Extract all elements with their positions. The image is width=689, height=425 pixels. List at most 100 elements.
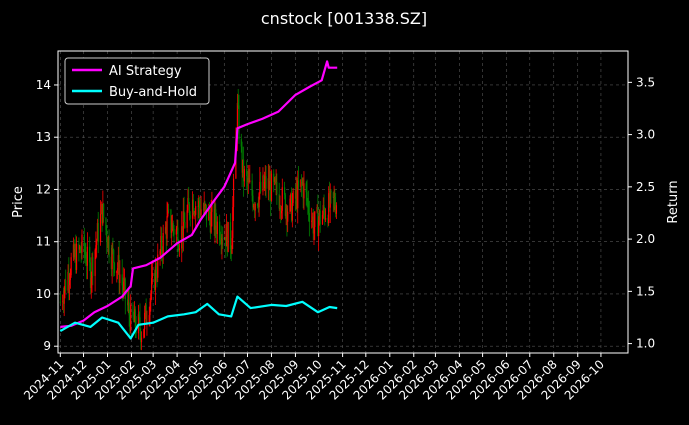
candle-body xyxy=(302,182,304,199)
candle-body xyxy=(188,203,191,216)
candle-body xyxy=(269,181,271,191)
candle-body xyxy=(78,243,80,250)
candle-body xyxy=(145,304,147,323)
candle-body xyxy=(171,223,174,231)
candle-body xyxy=(243,159,245,182)
candle-body xyxy=(178,249,180,251)
candle-body xyxy=(70,257,72,276)
candle-body xyxy=(203,202,205,211)
candle-body xyxy=(62,301,64,303)
candle-body xyxy=(111,247,113,270)
candle-body xyxy=(291,202,293,221)
candle-body xyxy=(64,280,66,291)
y-tick-label-left: 13 xyxy=(36,130,51,144)
candle-body xyxy=(296,189,298,209)
candle-body xyxy=(222,237,224,240)
candle-body xyxy=(164,227,167,233)
candle-body xyxy=(186,210,188,228)
candle-body xyxy=(215,225,218,235)
candle-body xyxy=(280,210,283,214)
candle-body xyxy=(195,206,197,215)
candle-body xyxy=(146,322,148,323)
candle-body xyxy=(112,247,114,251)
candle-body xyxy=(156,277,158,279)
candle-body xyxy=(322,205,324,215)
candle-body xyxy=(191,199,194,219)
candle-body xyxy=(323,205,325,212)
series-line-ai-strategy xyxy=(60,60,338,328)
y-axis-label-left: Price xyxy=(11,186,26,218)
candle-body xyxy=(198,200,200,207)
candle-body xyxy=(65,280,67,291)
candle-body xyxy=(263,175,265,188)
candle-body xyxy=(292,190,294,203)
candle-body xyxy=(154,272,156,290)
candle-body xyxy=(301,182,303,184)
candle-body xyxy=(94,249,96,276)
candle-body xyxy=(215,209,217,226)
candle-body xyxy=(91,257,93,278)
candle-body xyxy=(197,206,199,207)
candle-body xyxy=(259,181,261,194)
candle-body xyxy=(183,211,185,223)
candle-body xyxy=(270,173,273,201)
candle-body xyxy=(150,278,153,294)
legend: AI Strategy Buy-and-Hold xyxy=(64,57,210,105)
candle-body xyxy=(219,239,222,241)
candle-body xyxy=(113,250,115,263)
candle-body xyxy=(256,203,259,206)
candle-body xyxy=(140,331,142,343)
candle-body xyxy=(68,271,70,286)
candle-body xyxy=(318,210,321,221)
candle-body xyxy=(287,211,289,222)
candle-body xyxy=(219,221,221,240)
candle-body xyxy=(273,178,276,182)
candle-body xyxy=(324,217,327,220)
candle-body xyxy=(241,146,243,173)
candle-body xyxy=(105,218,107,230)
candle-body xyxy=(230,249,232,254)
y-axis-label-right: Return xyxy=(666,180,681,223)
candle-body xyxy=(227,222,229,252)
candle-body xyxy=(313,226,315,234)
candle-body xyxy=(80,252,82,254)
candle-body xyxy=(290,193,293,221)
candle-body xyxy=(275,181,277,183)
candle-body xyxy=(333,197,335,198)
candle-body xyxy=(75,243,78,270)
candle-body xyxy=(229,222,232,250)
candle-body xyxy=(297,180,300,187)
candle-body xyxy=(330,190,332,193)
candle-body xyxy=(254,203,256,211)
y-tick-label-right: 2.5 xyxy=(636,180,655,194)
candle-body xyxy=(59,301,61,303)
candle-body xyxy=(198,200,201,208)
candle-body xyxy=(289,198,291,212)
candle-body xyxy=(265,176,267,189)
candle-body xyxy=(332,192,334,198)
candle-body xyxy=(140,337,143,343)
candle-body xyxy=(249,180,251,182)
candle-body xyxy=(175,229,177,235)
candle-body xyxy=(260,181,262,192)
candle-body xyxy=(286,208,288,222)
candle-body xyxy=(117,255,119,269)
candle-body xyxy=(328,193,330,224)
candle-body xyxy=(172,223,174,229)
candle-body xyxy=(262,175,264,192)
y-tick-label-right: 2.0 xyxy=(636,232,655,246)
candle-body xyxy=(130,304,132,331)
candle-body xyxy=(199,207,201,216)
candle-body xyxy=(270,181,272,201)
candle-body xyxy=(133,316,135,323)
candle-body xyxy=(182,211,184,240)
candle-body xyxy=(106,229,108,242)
candle-body xyxy=(167,209,170,211)
candle-body xyxy=(96,240,98,246)
candle-body xyxy=(213,204,215,230)
candle-body xyxy=(253,206,255,208)
candle-body xyxy=(124,278,126,300)
candle-body xyxy=(278,194,280,209)
candle-body xyxy=(316,206,318,212)
